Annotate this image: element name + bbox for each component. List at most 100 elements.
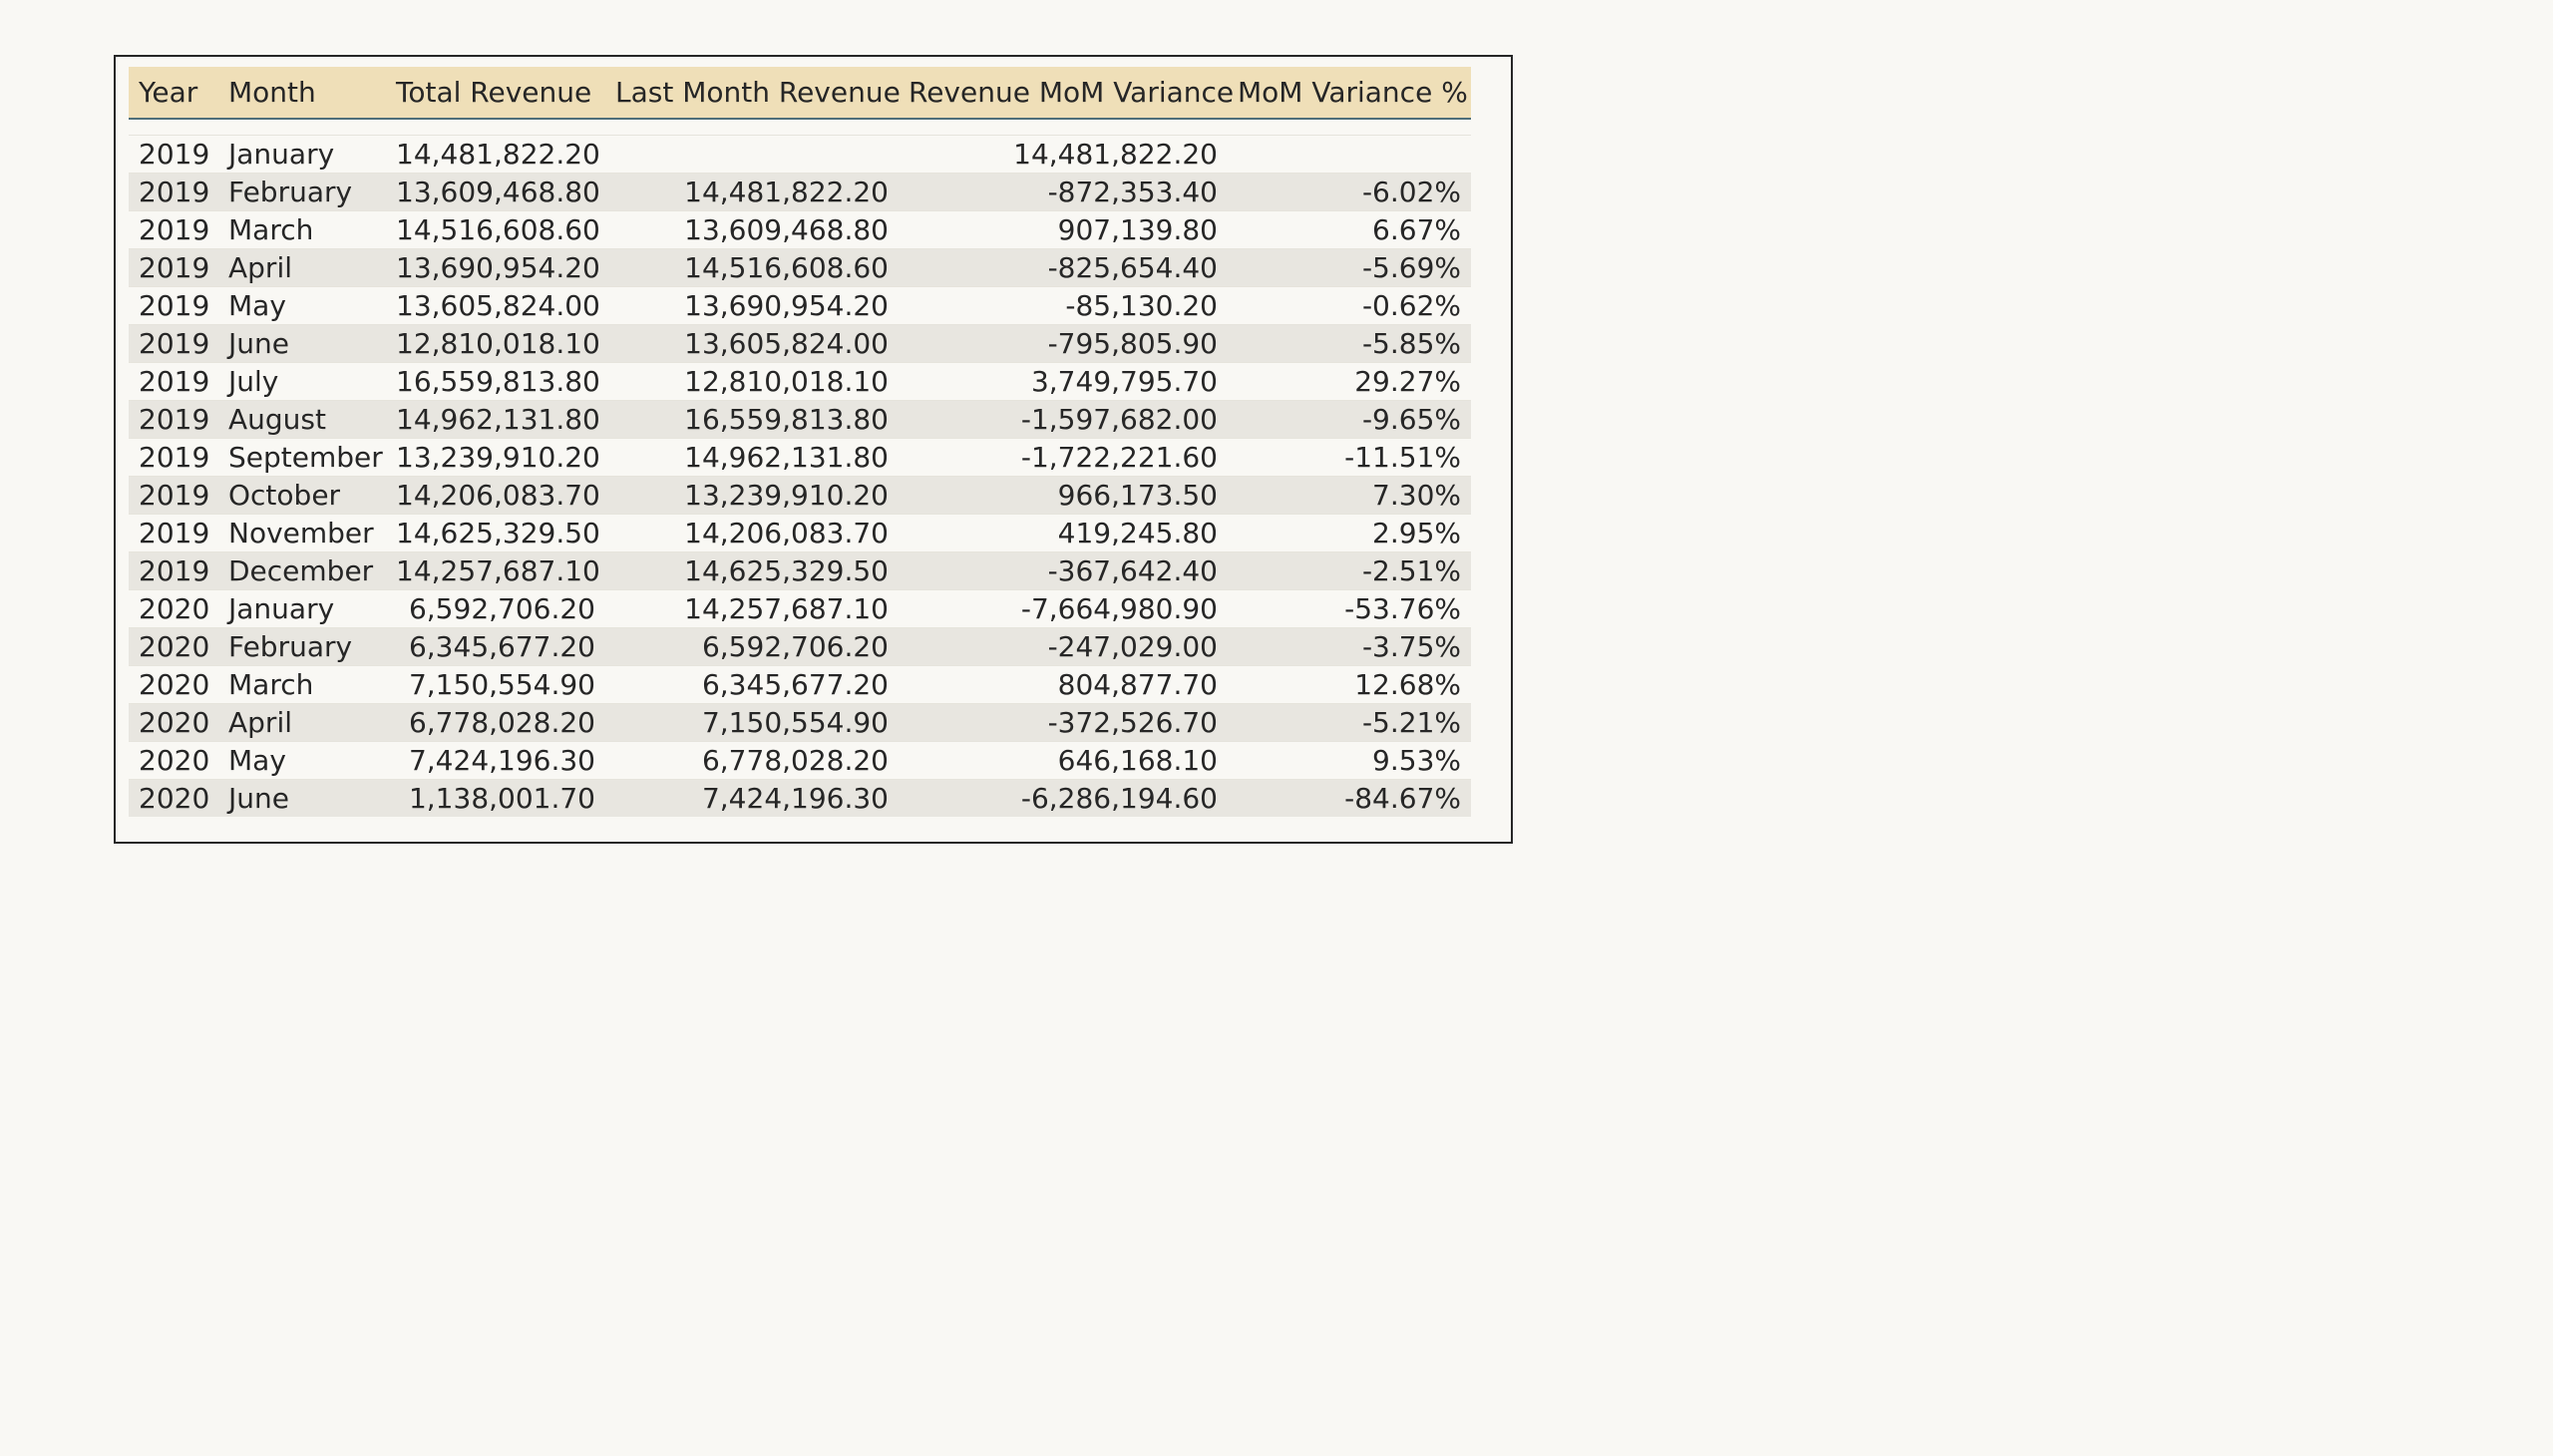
cell-last-month-revenue: 14,962,131.80: [605, 438, 899, 477]
cell-year: 2019: [129, 514, 218, 552]
revenue-table: Year Month Total Revenue Last Month Reve…: [129, 67, 1471, 817]
cell-last-month-revenue: 6,592,706.20: [605, 627, 899, 666]
cell-last-month-revenue: [605, 135, 899, 174]
cell-total-revenue: 13,605,824.00: [386, 286, 605, 325]
cell-mom-variance-pct: -5.21%: [1228, 703, 1471, 742]
table-row: 2020 May 7,424,196.30 6,778,028.20 646,168.1…: [129, 741, 1471, 780]
cell-mom-variance-pct: 29.27%: [1228, 362, 1471, 401]
cell-last-month-revenue: 14,481,822.20: [605, 173, 899, 211]
cell-revenue-mom-variance: -367,642.40: [899, 551, 1228, 590]
cell-revenue-mom-variance: -247,029.00: [899, 627, 1228, 666]
cell-last-month-revenue: 12,810,018.10: [605, 362, 899, 401]
header-spacer-cell: [129, 119, 1471, 136]
cell-month: October: [218, 476, 386, 515]
cell-mom-variance-pct: -5.85%: [1228, 324, 1471, 363]
cell-total-revenue: 13,239,910.20: [386, 438, 605, 477]
cell-total-revenue: 14,481,822.20: [386, 135, 605, 174]
cell-revenue-mom-variance: -1,722,221.60: [899, 438, 1228, 477]
table-row: 2019 May 13,605,824.00 13,690,954.20 -85,130…: [129, 286, 1471, 325]
cell-month: March: [218, 210, 386, 249]
cell-revenue-mom-variance: -1,597,682.00: [899, 400, 1228, 439]
cell-last-month-revenue: 7,150,554.90: [605, 703, 899, 742]
table-row: 2019 June 12,810,018.10 13,605,824.00 -795,8…: [129, 324, 1471, 363]
cell-revenue-mom-variance: -825,654.40: [899, 248, 1228, 287]
table-row: 2019 October 14,206,083.70 13,239,910.20 966…: [129, 476, 1471, 515]
cell-month: May: [218, 286, 386, 325]
cell-month: March: [218, 665, 386, 704]
cell-year: 2020: [129, 665, 218, 704]
table-row: 2020 April 6,778,028.20 7,150,554.90 -372,52…: [129, 703, 1471, 742]
table-row: 2019 July 16,559,813.80 12,810,018.10 3,749,…: [129, 362, 1471, 401]
report-frame: Year Month Total Revenue Last Month Reve…: [114, 55, 1513, 844]
header-total-revenue: Total Revenue: [386, 67, 605, 120]
cell-revenue-mom-variance: -6,286,194.60: [899, 779, 1228, 817]
cell-month: September: [218, 438, 386, 477]
cell-mom-variance-pct: 2.95%: [1228, 514, 1471, 552]
cell-revenue-mom-variance: 966,173.50: [899, 476, 1228, 515]
header-revenue-mom-variance: Revenue MoM Variance: [899, 67, 1234, 120]
table-row: 2020 January 6,592,706.20 14,257,687.10 -7,6…: [129, 589, 1471, 628]
cell-last-month-revenue: 7,424,196.30: [605, 779, 899, 817]
cell-year: 2019: [129, 476, 218, 515]
cell-mom-variance-pct: -53.76%: [1228, 589, 1471, 628]
cell-total-revenue: 14,257,687.10: [386, 551, 605, 590]
table-row: 2019 March 14,516,608.60 13,609,468.80 907,1…: [129, 210, 1471, 249]
cell-revenue-mom-variance: 907,139.80: [899, 210, 1228, 249]
cell-total-revenue: 12,810,018.10: [386, 324, 605, 363]
cell-total-revenue: 1,138,001.70: [386, 779, 605, 817]
cell-revenue-mom-variance: -372,526.70: [899, 703, 1228, 742]
header-year: Year: [129, 67, 218, 120]
cell-year: 2020: [129, 627, 218, 666]
table-row: 2020 March 7,150,554.90 6,345,677.20 804,877…: [129, 665, 1471, 704]
cell-last-month-revenue: 14,206,083.70: [605, 514, 899, 552]
cell-month: June: [218, 779, 386, 817]
cell-revenue-mom-variance: 14,481,822.20: [899, 135, 1228, 174]
table-body: 2019 January 14,481,822.20 14,481,822.20 201…: [129, 135, 1471, 817]
cell-month: May: [218, 741, 386, 780]
cell-total-revenue: 7,150,554.90: [386, 665, 605, 704]
cell-last-month-revenue: 13,605,824.00: [605, 324, 899, 363]
cell-last-month-revenue: 6,345,677.20: [605, 665, 899, 704]
cell-year: 2019: [129, 362, 218, 401]
cell-last-month-revenue: 14,516,608.60: [605, 248, 899, 287]
cell-mom-variance-pct: -9.65%: [1228, 400, 1471, 439]
cell-total-revenue: 6,778,028.20: [386, 703, 605, 742]
cell-year: 2019: [129, 135, 218, 174]
cell-mom-variance-pct: -84.67%: [1228, 779, 1471, 817]
cell-total-revenue: 14,962,131.80: [386, 400, 605, 439]
table-row: 2019 November 14,625,329.50 14,206,083.70 41…: [129, 514, 1471, 552]
cell-mom-variance-pct: -6.02%: [1228, 173, 1471, 211]
cell-mom-variance-pct: -5.69%: [1228, 248, 1471, 287]
cell-revenue-mom-variance: 804,877.70: [899, 665, 1228, 704]
table-row: 2019 September 13,239,910.20 14,962,131.80-…: [129, 438, 1471, 477]
cell-revenue-mom-variance: -795,805.90: [899, 324, 1228, 363]
cell-month: February: [218, 173, 386, 211]
cell-mom-variance-pct: -2.51%: [1228, 551, 1471, 590]
cell-month: April: [218, 703, 386, 742]
cell-year: 2019: [129, 438, 218, 477]
cell-last-month-revenue: 16,559,813.80: [605, 400, 899, 439]
cell-mom-variance-pct: -3.75%: [1228, 627, 1471, 666]
cell-month: June: [218, 324, 386, 363]
cell-total-revenue: 7,424,196.30: [386, 741, 605, 780]
cell-revenue-mom-variance: 3,749,795.70: [899, 362, 1228, 401]
cell-month: April: [218, 248, 386, 287]
cell-month: January: [218, 589, 386, 628]
cell-total-revenue: 14,516,608.60: [386, 210, 605, 249]
cell-mom-variance-pct: 6.67%: [1228, 210, 1471, 249]
cell-total-revenue: 13,609,468.80: [386, 173, 605, 211]
cell-year: 2020: [129, 703, 218, 742]
cell-last-month-revenue: 13,239,910.20: [605, 476, 899, 515]
cell-total-revenue: 6,592,706.20: [386, 589, 605, 628]
cell-month: July: [218, 362, 386, 401]
cell-last-month-revenue: 14,257,687.10: [605, 589, 899, 628]
cell-month: November: [218, 514, 386, 552]
cell-total-revenue: 14,206,083.70: [386, 476, 605, 515]
cell-month: January: [218, 135, 386, 174]
cell-year: 2019: [129, 248, 218, 287]
cell-revenue-mom-variance: 419,245.80: [899, 514, 1228, 552]
cell-year: 2020: [129, 741, 218, 780]
cell-year: 2019: [129, 173, 218, 211]
header-row: Year Month Total Revenue Last Month Reve…: [129, 67, 1471, 120]
table-row: 2020 February 6,345,677.20 6,592,706.20 -247…: [129, 627, 1471, 666]
